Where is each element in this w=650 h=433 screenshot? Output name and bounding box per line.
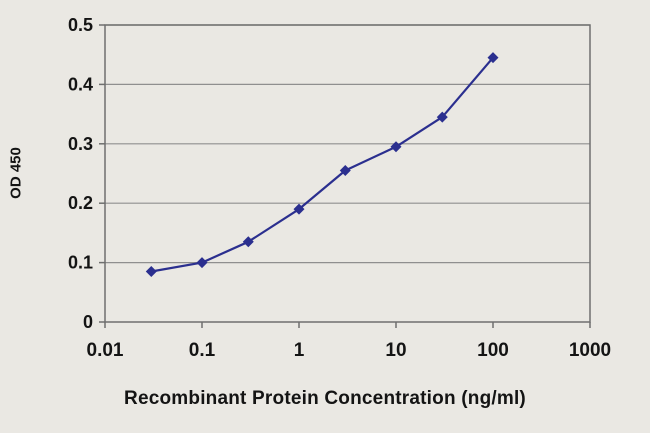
y-tick-label: 0.3 <box>68 134 93 154</box>
y-axis-title: OD 450 <box>7 147 25 199</box>
y-tick-label: 0.4 <box>68 74 93 94</box>
x-tick-label: 1000 <box>569 340 611 361</box>
series-line <box>151 56 494 273</box>
data-point-marker <box>242 236 254 248</box>
data-point-marker <box>293 203 305 215</box>
plot-border <box>104 24 591 323</box>
data-point-marker <box>487 52 499 64</box>
data-point-marker <box>196 257 208 269</box>
x-tick-label: 0.01 <box>87 340 124 361</box>
data-point-marker <box>145 266 157 278</box>
data-point-marker <box>436 111 448 123</box>
x-tick-label: 100 <box>477 340 509 361</box>
x-tick-label: 1 <box>294 340 305 361</box>
x-tick-label: 10 <box>385 340 406 361</box>
data-point-marker <box>339 165 351 177</box>
y-tick-label: 0.5 <box>68 15 93 35</box>
y-tick-label: 0 <box>83 312 93 332</box>
y-tick-label: 0.1 <box>68 253 93 273</box>
data-point-marker <box>390 141 402 153</box>
x-axis-title: Recombinant Protein Concentration (ng/ml… <box>124 388 526 409</box>
x-tick-label: 0.1 <box>189 340 216 361</box>
y-tick-label: 0.2 <box>68 193 93 213</box>
